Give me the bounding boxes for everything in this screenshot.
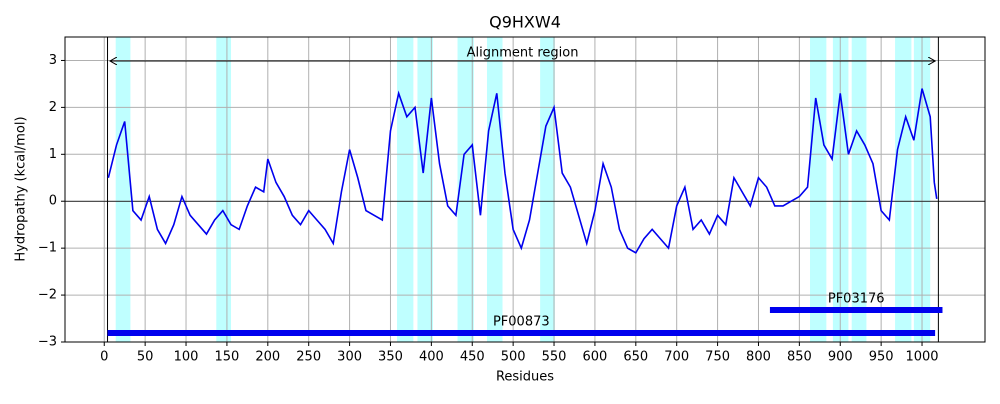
y-tick-label: −2 — [38, 288, 57, 303]
x-axis-label: Residues — [496, 370, 554, 385]
x-tick-label: 300 — [337, 350, 362, 365]
x-tick-label: 350 — [378, 350, 403, 365]
x-tick-label: 450 — [460, 350, 485, 365]
x-tick-label: 200 — [255, 350, 280, 365]
plot-frame — [64, 36, 986, 343]
alignment-label: Alignment region — [467, 46, 579, 61]
hydrophobic-region — [216, 37, 232, 342]
x-tick-label: 650 — [623, 350, 648, 365]
x-tick-label: 400 — [419, 350, 444, 365]
x-tick-label: 1000 — [905, 350, 938, 365]
x-tick-label: 0 — [100, 350, 108, 365]
x-tick-label: 150 — [215, 350, 240, 365]
hydrophobic-region — [457, 37, 474, 342]
domain-bar — [769, 307, 943, 313]
hydrophobic-region — [417, 37, 433, 342]
hydropathy-line — [107, 88, 938, 254]
y-tick-label: 3 — [49, 53, 57, 68]
y-tick-label: −3 — [38, 335, 57, 350]
x-tick-label: 550 — [542, 350, 567, 365]
hydrophobic-region — [397, 37, 414, 342]
domain-label: PF00873 — [493, 315, 550, 330]
x-tick-label: 800 — [746, 350, 771, 365]
y-tick-label: 0 — [49, 194, 57, 209]
x-tick-label: 100 — [174, 350, 199, 365]
x-tick-label: 250 — [296, 350, 321, 365]
domain-label: PF03176 — [828, 292, 885, 307]
chart-title: Q9HXW4 — [489, 13, 561, 32]
hydrophobic-region — [809, 37, 827, 342]
hydrophobic-region — [486, 37, 503, 342]
x-tick-label: 500 — [501, 350, 526, 365]
y-tick-label: −1 — [38, 241, 57, 256]
x-tick-label: 50 — [137, 350, 154, 365]
y-tick-label: 1 — [49, 147, 57, 162]
hydrophobic-region — [851, 37, 867, 342]
x-tick-label: 750 — [705, 350, 730, 365]
hydrophobic-region — [540, 37, 555, 342]
x-tick-label: 600 — [583, 350, 608, 365]
y-axis-label: Hydropathy (kcal/mol) — [14, 116, 29, 261]
y-tick-label: 2 — [49, 100, 57, 115]
hydrophobic-region — [115, 37, 131, 342]
x-tick-label: 900 — [828, 350, 853, 365]
x-tick-label: 850 — [787, 350, 812, 365]
hydrophobic-region — [895, 37, 912, 342]
x-tick-label: 950 — [869, 350, 894, 365]
domain-bar — [107, 330, 936, 336]
x-tick-label: 700 — [664, 350, 689, 365]
